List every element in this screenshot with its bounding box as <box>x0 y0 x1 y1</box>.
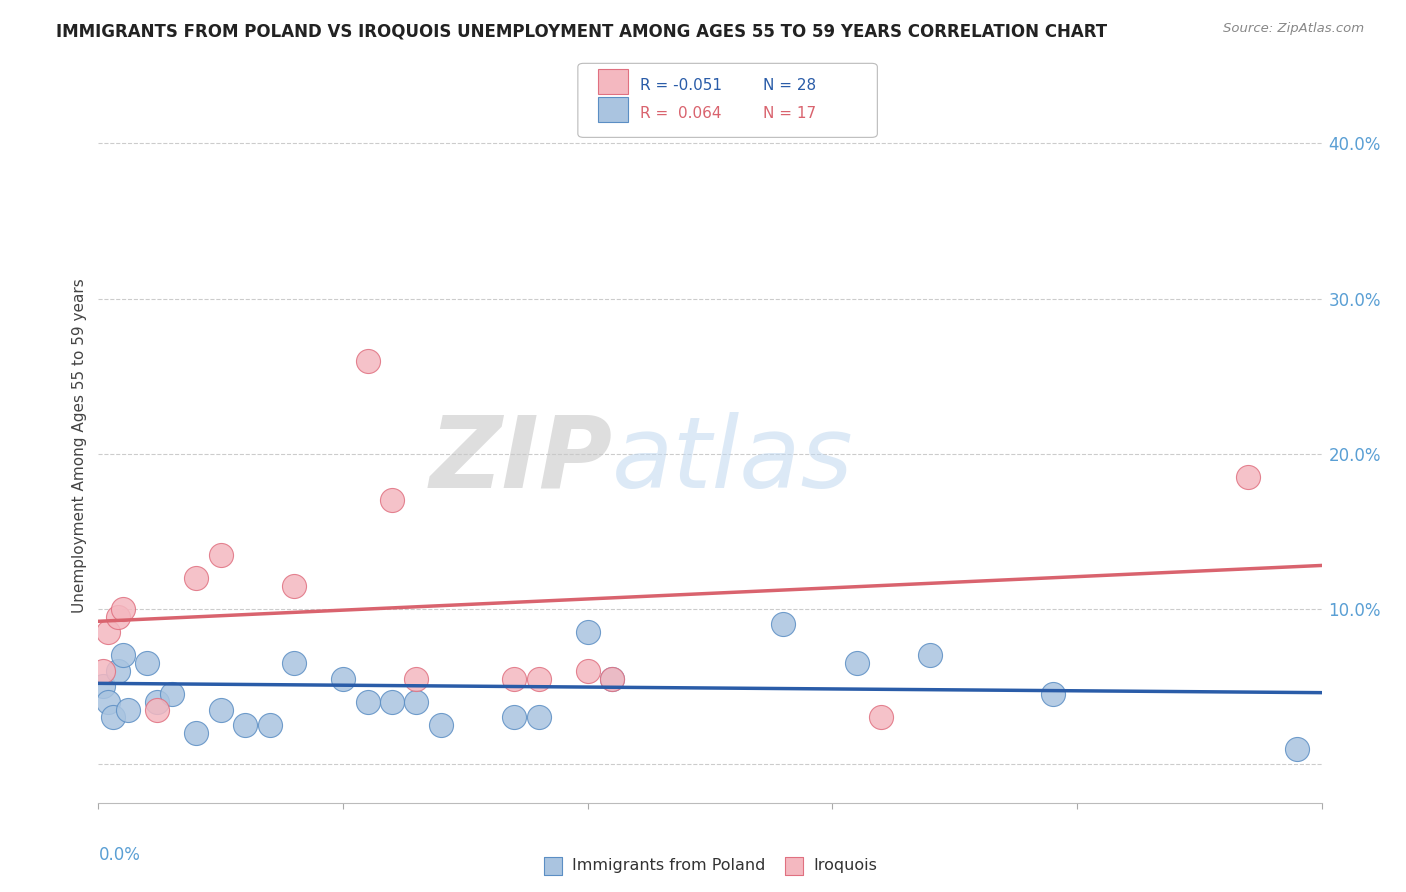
Point <box>527 672 550 686</box>
Point <box>772 617 794 632</box>
Point <box>91 664 114 678</box>
Point <box>117 703 139 717</box>
Y-axis label: Unemployment Among Ages 55 to 59 years: Unemployment Among Ages 55 to 59 years <box>72 278 87 614</box>
Point <box>186 726 208 740</box>
Point <box>430 718 453 732</box>
Point <box>1286 741 1309 756</box>
Point <box>576 664 599 678</box>
Point <box>107 609 129 624</box>
Point <box>845 656 868 670</box>
Point <box>405 695 427 709</box>
Point <box>356 695 378 709</box>
Text: R = -0.051: R = -0.051 <box>640 78 721 93</box>
Point <box>136 656 159 670</box>
Point <box>283 579 305 593</box>
Text: IMMIGRANTS FROM POLAND VS IROQUOIS UNEMPLOYMENT AMONG AGES 55 TO 59 YEARS CORREL: IMMIGRANTS FROM POLAND VS IROQUOIS UNEMP… <box>56 22 1108 40</box>
Point <box>111 602 134 616</box>
Point <box>920 648 942 663</box>
Text: ZIP: ZIP <box>429 412 612 508</box>
Text: N = 17: N = 17 <box>763 106 817 121</box>
Legend: Immigrants from Poland, Iroquois: Immigrants from Poland, Iroquois <box>543 858 877 873</box>
Point <box>146 695 169 709</box>
Point <box>209 703 232 717</box>
Point <box>283 656 305 670</box>
Point <box>1042 687 1064 701</box>
Point <box>356 353 378 368</box>
Point <box>405 672 427 686</box>
Point <box>503 710 526 724</box>
Point <box>146 703 169 717</box>
Point <box>101 710 124 724</box>
Point <box>503 672 526 686</box>
Point <box>91 680 114 694</box>
Point <box>97 625 120 640</box>
Point <box>332 672 354 686</box>
Point <box>870 710 893 724</box>
Text: Source: ZipAtlas.com: Source: ZipAtlas.com <box>1223 22 1364 36</box>
Point <box>381 695 404 709</box>
Text: 0.0%: 0.0% <box>98 846 141 863</box>
Point <box>259 718 281 732</box>
Text: R =  0.064: R = 0.064 <box>640 106 721 121</box>
Point <box>107 664 129 678</box>
Point <box>97 695 120 709</box>
Point <box>381 493 404 508</box>
Point <box>160 687 183 701</box>
Point <box>600 672 623 686</box>
Point <box>527 710 550 724</box>
Text: N = 28: N = 28 <box>763 78 817 93</box>
Point <box>186 571 208 585</box>
Point <box>576 625 599 640</box>
Text: atlas: atlas <box>612 412 853 508</box>
Point <box>209 548 232 562</box>
Point <box>600 672 623 686</box>
Point <box>111 648 134 663</box>
Point <box>1237 470 1260 484</box>
Point <box>233 718 256 732</box>
